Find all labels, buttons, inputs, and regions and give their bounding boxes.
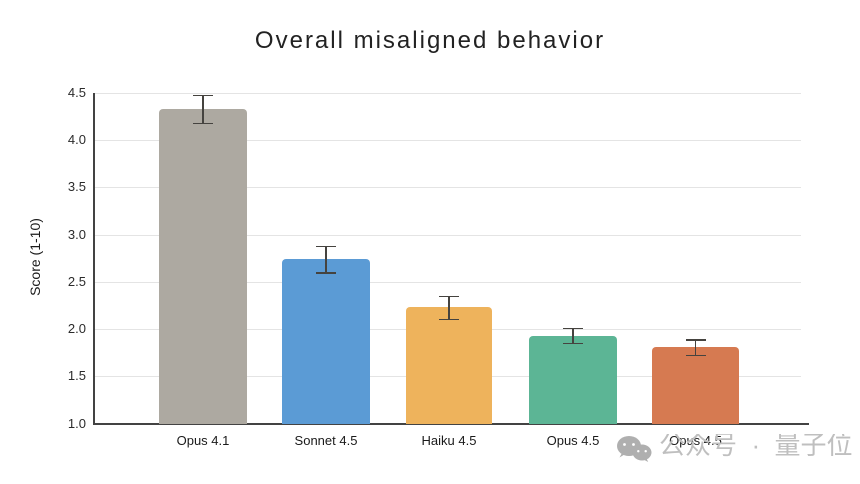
svg-text:公众号 · 量子位: 公众号 · 量子位 [659,434,853,460]
